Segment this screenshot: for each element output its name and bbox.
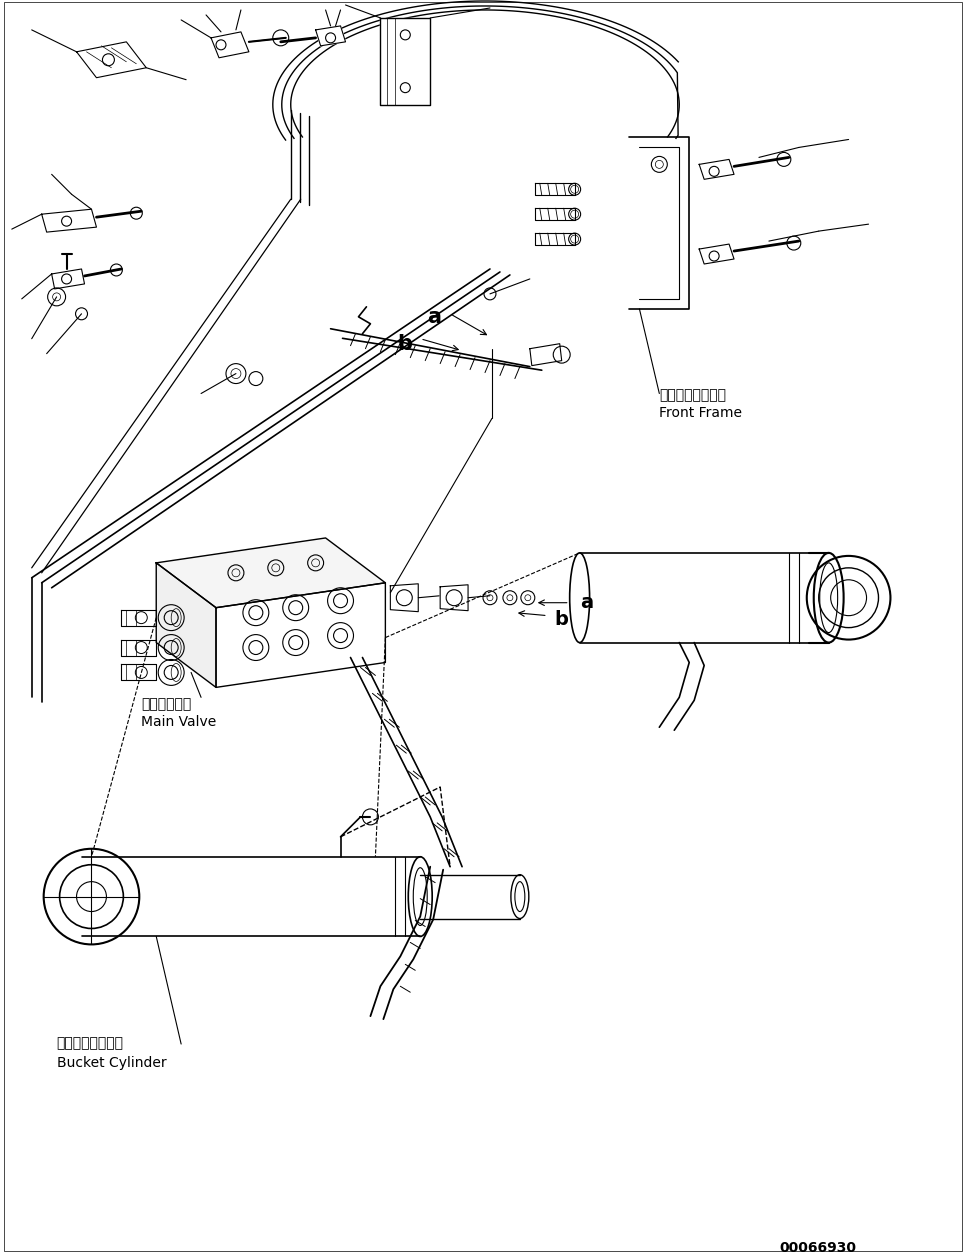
Text: a: a: [580, 593, 593, 611]
Text: メインバルブ: メインバルブ: [141, 697, 191, 711]
Polygon shape: [535, 184, 575, 195]
Polygon shape: [211, 31, 249, 58]
Polygon shape: [156, 562, 216, 687]
Text: Bucket Cylinder: Bucket Cylinder: [57, 1055, 166, 1071]
Polygon shape: [156, 538, 385, 608]
Text: 00066930: 00066930: [779, 1242, 856, 1255]
Text: a: a: [427, 307, 441, 327]
Polygon shape: [76, 42, 146, 78]
Text: フロントフレーム: フロントフレーム: [660, 389, 726, 403]
Text: b: b: [554, 610, 569, 629]
Polygon shape: [390, 584, 418, 611]
Polygon shape: [51, 269, 84, 289]
Text: b: b: [397, 333, 412, 353]
Polygon shape: [529, 343, 561, 366]
Polygon shape: [440, 585, 469, 610]
Polygon shape: [316, 26, 346, 45]
Polygon shape: [122, 664, 156, 681]
Polygon shape: [42, 209, 97, 233]
Polygon shape: [699, 160, 734, 180]
Text: Main Valve: Main Valve: [141, 716, 216, 730]
Text: バケットシリンダ: バケットシリンダ: [57, 1037, 124, 1050]
Polygon shape: [216, 582, 385, 687]
Polygon shape: [699, 244, 734, 264]
Polygon shape: [381, 18, 430, 104]
Text: Front Frame: Front Frame: [660, 406, 742, 420]
Polygon shape: [535, 233, 575, 245]
Polygon shape: [122, 610, 156, 625]
Polygon shape: [535, 209, 575, 220]
Polygon shape: [122, 639, 156, 655]
